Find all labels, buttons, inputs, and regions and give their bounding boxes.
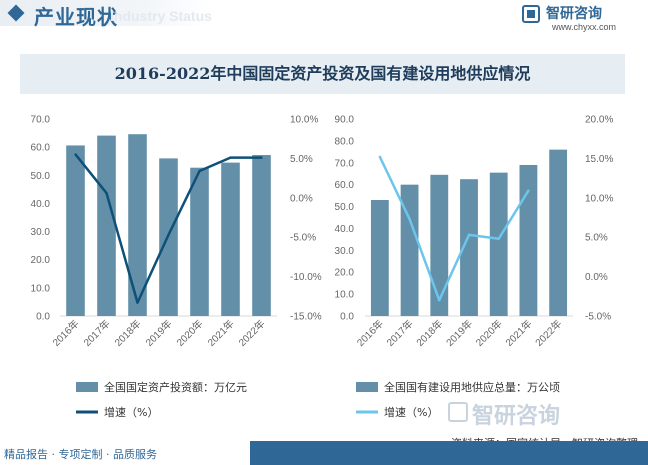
growth-point: [136, 301, 139, 304]
right-axis-tick: -15.0%: [290, 312, 322, 323]
bar: [460, 179, 478, 316]
bar: [221, 162, 240, 316]
chart-title: 2016-2022年中国固定资产投资及国有建设用地供应情况: [114, 64, 531, 83]
bar: [549, 149, 568, 316]
x-axis-tick: 2017年: [384, 317, 416, 349]
brand-logo: 智研咨询 www.chyxx.com: [522, 2, 634, 32]
footer-slogan: 精品报告 · 专项定制 · 品质服务: [4, 448, 157, 461]
x-axis-tick: 2016年: [354, 317, 386, 349]
bar: [370, 199, 389, 316]
left-axis-tick: 60.0: [31, 143, 51, 154]
page-header: 产业现状 Industry Status 智研咨询 www.chyxx.com: [0, 0, 648, 32]
bar: [97, 135, 116, 316]
legend-bar-label: 全国国有建设用地供应总量：万公顷: [384, 380, 560, 394]
growth-point: [467, 233, 471, 237]
bar: [430, 174, 449, 316]
growth-point: [408, 217, 411, 221]
watermark-brand: 智研咨询: [472, 404, 561, 429]
left-axis-tick: 10.0: [335, 290, 355, 301]
growth-point: [105, 191, 108, 195]
section-title-watermark: Industry Status: [110, 8, 212, 24]
page-footer: 精品报告 · 专项定制 · 品质服务: [0, 441, 648, 465]
left-axis-tick: 0.0: [36, 312, 50, 323]
right-axis-tick: -10.0%: [290, 272, 322, 283]
x-axis-tick: 2018年: [112, 317, 144, 349]
bar: [400, 184, 419, 316]
left-axis-tick: 20.0: [335, 268, 355, 279]
left-axis-tick: 60.0: [335, 180, 355, 191]
bar: [519, 164, 538, 316]
x-axis-tick: 2019年: [143, 317, 175, 349]
logo-icon: [522, 5, 540, 23]
right-axis-tick: 20.0%: [585, 115, 613, 126]
bar: [128, 134, 147, 316]
logo-name: 智研咨询: [546, 6, 602, 22]
x-axis-tick: 2017年: [81, 317, 113, 349]
legend-line-label: 增速（%）: [104, 405, 158, 419]
bar: [190, 167, 209, 316]
left-axis-tick: 0.0: [340, 312, 354, 323]
section-title: 产业现状: [34, 5, 118, 29]
right-axis-tick: 0.0%: [585, 272, 608, 283]
x-axis-tick: 2018年: [413, 317, 445, 349]
right-axis-tick: 5.0%: [585, 233, 608, 244]
legend-bar-swatch: [356, 382, 378, 392]
left-axis-tick: 50.0: [335, 202, 355, 213]
left-axis-tick: 80.0: [335, 136, 355, 147]
x-axis-tick: 2021年: [205, 317, 237, 349]
x-axis-tick: 2022年: [532, 317, 564, 349]
footer-slogan-box: 精品报告 · 专项定制 · 品质服务: [0, 441, 250, 465]
x-axis-tick: 2022年: [236, 317, 268, 349]
left-axis-tick: 70.0: [335, 158, 355, 169]
x-axis-tick: 2016年: [50, 317, 82, 349]
right-axis-tick: 10.0%: [585, 193, 613, 204]
right-axis-tick: 10.0%: [290, 115, 318, 126]
legend-line-label: 增速（%）: [384, 405, 438, 419]
legend-bar-label: 全国国定资产投资额：万亿元: [104, 380, 247, 394]
growth-point: [198, 169, 201, 173]
header-bar: [0, 0, 210, 26]
left-axis-tick: 90.0: [335, 115, 355, 126]
left-axis-tick: 40.0: [335, 224, 355, 235]
left-axis-tick: 40.0: [31, 199, 51, 210]
bar: [252, 155, 271, 316]
left-axis-tick: 30.0: [335, 246, 355, 257]
x-axis-tick: 2020年: [473, 317, 505, 349]
chart-title-band: 2016-2022年中国固定资产投资及国有建设用地供应情况: [20, 54, 625, 94]
growth-point: [229, 156, 232, 159]
right-axis-tick: -5.0%: [290, 233, 316, 244]
right-axis-tick: 5.0%: [290, 154, 313, 165]
left-axis-tick: 70.0: [31, 115, 51, 126]
growth-point: [438, 299, 441, 302]
watermark-logo-icon: [448, 402, 468, 422]
left-axis-tick: 30.0: [31, 227, 51, 238]
growth-line: [378, 156, 530, 302]
left-axis-tick: 50.0: [31, 171, 51, 182]
logo-url: www.chyxx.com: [552, 22, 617, 32]
left-axis-tick: 20.0: [31, 255, 51, 266]
growth-point: [378, 155, 382, 159]
growth-point: [527, 189, 530, 192]
x-axis-tick: 2021年: [503, 317, 535, 349]
left-axis-tick: 10.0: [31, 283, 51, 294]
x-axis-tick: 2020年: [174, 317, 206, 349]
growth-point: [497, 237, 500, 240]
x-axis-tick: 2019年: [443, 317, 475, 349]
growth-point: [260, 156, 263, 159]
bar: [489, 172, 508, 316]
growth-point: [167, 233, 170, 237]
growth-point: [74, 153, 77, 156]
right-axis-tick: 0.0%: [290, 193, 313, 204]
right-axis-tick: 15.0%: [585, 154, 613, 165]
bar: [66, 145, 85, 316]
legend-bar-swatch: [76, 382, 98, 392]
right-axis-tick: -5.0%: [585, 312, 611, 323]
